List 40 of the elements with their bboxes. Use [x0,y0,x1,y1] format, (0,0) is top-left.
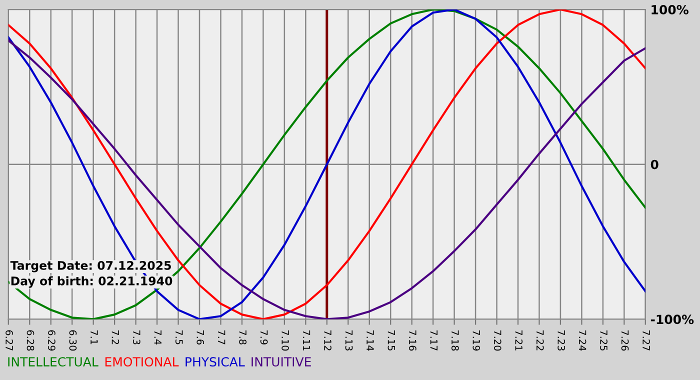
x-tick-label: 7.17 [430,330,438,350]
x-tick-label: 7.26 [621,330,629,351]
x-tick-label: 7.2 [112,330,120,344]
x-tick-label: 7.24 [579,330,586,351]
x-tick-label: 7.13 [345,330,353,350]
annotation: Day of birth: 02.21.1940 [11,276,172,288]
x-tick-label: 7.27 [642,330,650,350]
x-tick-label: 7.18 [451,330,459,351]
x-tick-label: 7.14 [366,330,374,351]
x-tick-label: 7.16 [409,330,416,351]
text: INTELLECTUAL [8,357,98,367]
x-tick-label: 6.30 [69,330,77,351]
x-tick-label: 6.28 [26,330,34,351]
y-tick-label: 100% [652,4,688,14]
x-tick-label: 6.27 [6,330,13,350]
x-tick-label: 7.15 [388,330,396,350]
x-tick-label: 7.23 [558,330,565,350]
x-tick-label: 7.10 [282,330,289,351]
text: INTUITIVE [252,357,311,367]
y-tick-label: 0 [650,160,658,170]
annotation: Target Date: 07.12.2025 [10,260,171,272]
x-tick-label: 6.29 [48,330,56,351]
x-tick-label: 7.6 [196,330,204,344]
x-tick-label: 7.5 [175,330,183,344]
text: EMOTIONAL [105,357,179,367]
y-tick-label: -100% [650,314,694,324]
x-tick-label: 7.1 [90,330,98,344]
x-tick-label: 7.9 [260,330,268,344]
x-tick-label: 7.25 [600,330,608,350]
x-tick-label: 7.20 [494,330,502,351]
x-tick-label: 7.19 [472,330,480,351]
x-tick-label: 7.8 [239,330,246,344]
x-tick-label: 7.12 [324,330,332,350]
x-tick-label: 7.4 [154,330,162,345]
x-tick-label: 7.21 [515,330,523,350]
text: PHYSICAL [186,357,245,367]
x-tick-label: 7.22 [536,330,544,350]
x-tick-label: 7.3 [132,330,140,344]
x-tick-label: 7.11 [302,330,310,350]
x-tick-label: 7.7 [218,330,226,344]
